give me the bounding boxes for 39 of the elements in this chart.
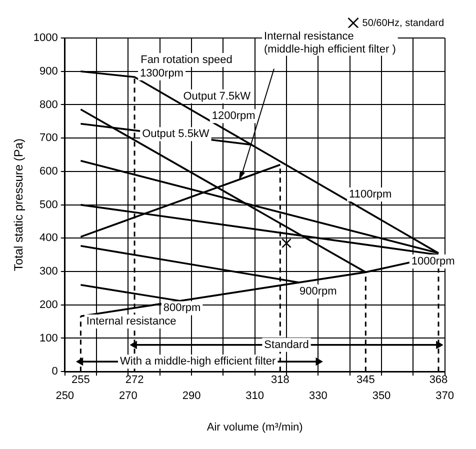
y-tick-label: 700 [40,132,58,144]
y-tick-label: 500 [40,198,58,211]
annotation: 900rpm [300,286,337,298]
annotation: Output 7.5kW [183,90,252,102]
y-axis-title: Total static pressure (Pa) [12,138,26,272]
y-tick-label: 800 [40,98,58,111]
annotation: 272 [125,374,144,386]
annotation: Internal resistance (middle-high efficient filter ) [264,30,396,56]
annotation: 255 [72,374,90,386]
annotation: Internal resistance [86,316,176,328]
annotation: 1200rpm [212,110,256,122]
annotation: 318 [271,374,290,386]
y-tick-label: 100 [40,332,58,344]
annotation: 1100rpm [349,188,392,200]
legend-label: 50/60Hz, standard [362,18,444,29]
annotation: 1000rpm [411,256,455,268]
x-tick-label: 330 [308,390,328,402]
y-tick-label: 0 [52,366,58,378]
x-tick-label: 270 [119,390,138,402]
y-tick-label: 600 [40,165,58,178]
annotation: Fan rotation speed [140,54,232,66]
x-tick-label: 310 [246,390,264,402]
annotation: Output 5.5kW [142,128,210,140]
y-tick-label: 400 [40,232,58,244]
x-tick-label: 290 [182,390,201,402]
y-tick-label: 1000 [33,32,58,44]
annotation: With a middle-high efficient filter [120,356,276,368]
x-axis-title: Air volume (m³/min) [206,421,303,434]
annotation: 345 [356,374,375,386]
annotation: 1300rpm [140,67,184,80]
y-tick-label: 300 [40,266,58,278]
y-tick-label: 900 [40,65,58,78]
x-tick-label: 250 [56,390,74,402]
y-tick-label: 200 [40,298,58,311]
annotation: 800rpm [163,302,201,314]
annotation: 368 [429,374,448,386]
annotation: Standard [264,338,309,351]
x-tick-label: 350 [372,390,391,402]
x-tick-label: 370 [436,390,454,402]
